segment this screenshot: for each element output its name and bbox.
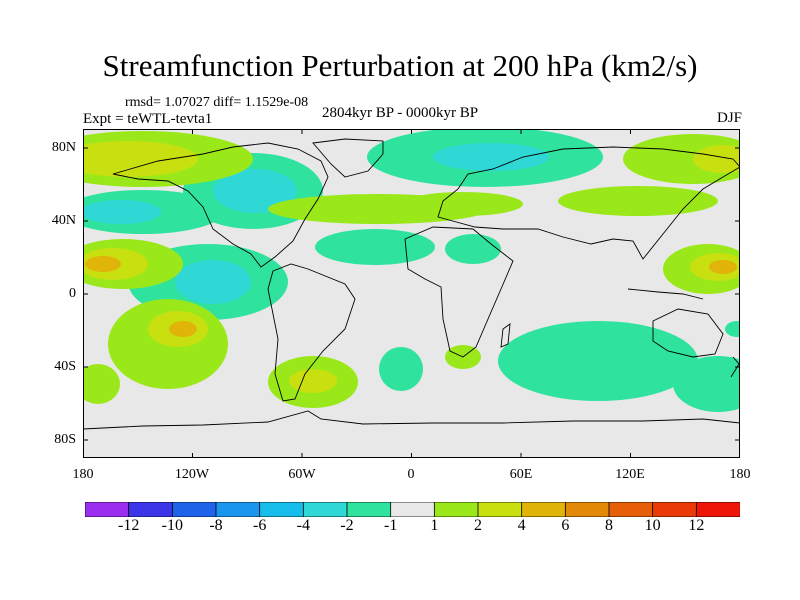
colorbar-swatch xyxy=(128,502,174,517)
colorbar-swatch xyxy=(85,502,130,517)
colorbar-swatch xyxy=(477,502,523,517)
anomaly-arabia xyxy=(445,234,501,264)
lat-label-40s: 40S xyxy=(54,359,76,374)
colorbar-swatch xyxy=(171,502,217,517)
anomaly-north-atlantic xyxy=(403,192,523,216)
lon-label-60w: 60W xyxy=(288,467,316,482)
positive-cores xyxy=(83,141,740,393)
lat-label-80s: 80S xyxy=(54,432,76,447)
season-label: DJF xyxy=(716,110,742,126)
plot-title: Streamfunction Perturbation at 200 hPa (… xyxy=(102,48,698,83)
peak-south-pacific xyxy=(169,321,197,337)
colorbar-swatch xyxy=(521,502,567,517)
experiment-label: Expt = teWTL-tevta1 xyxy=(83,111,213,127)
lon-label-120w: 120W xyxy=(174,467,210,482)
core-pacific xyxy=(83,200,161,224)
anomaly-tropical-atlantic xyxy=(315,229,435,265)
anomaly-west-europe xyxy=(83,364,120,404)
colorbar-label: 10 xyxy=(644,517,661,534)
colorbar-label: 6 xyxy=(561,517,570,534)
colorbar-swatch xyxy=(608,502,654,517)
core-n-america xyxy=(213,169,297,213)
colorbar-label: 8 xyxy=(605,517,613,534)
lat-label-0: 0 xyxy=(69,286,76,301)
negative-cores xyxy=(83,143,549,304)
colorbar-label: -8 xyxy=(209,517,223,534)
coast-indonesia xyxy=(627,288,704,300)
colorbar-swatch xyxy=(652,502,698,517)
coast-north-america xyxy=(112,142,329,268)
colorbar-swatch xyxy=(564,502,610,517)
colorbar-label: 12 xyxy=(688,517,705,534)
peak-subtropical-pacific xyxy=(85,256,121,272)
colorbar-label: -10 xyxy=(161,517,183,534)
coastlines xyxy=(83,138,740,430)
lon-label-180-east: 180 xyxy=(729,467,751,482)
colorbar-label: -6 xyxy=(252,517,267,534)
lat-label-40n: 40N xyxy=(51,213,76,228)
lon-label-0: 0 xyxy=(407,467,415,482)
colorbar-label: -2 xyxy=(340,517,354,534)
colorbar-label: -12 xyxy=(117,517,140,534)
coast-australia xyxy=(652,308,724,358)
lon-label-180-west: 180 xyxy=(72,467,94,482)
lon-label-120e: 120E xyxy=(615,467,645,482)
anomaly-central-asia xyxy=(558,186,718,216)
coast-madagascar xyxy=(500,323,511,348)
coast-greenland xyxy=(312,138,384,178)
anomaly-east-pacific xyxy=(725,321,740,337)
colorbar-label: 4 xyxy=(517,517,526,534)
peak-subtropical-east xyxy=(709,260,737,274)
period-label: 2804kyr BP - 0000kyr BP xyxy=(322,105,479,121)
colorbar-swatch xyxy=(433,502,479,517)
stats-line: rmsd= 1.07027 diff= 1.1529e-08 xyxy=(125,95,309,110)
colorbar-swatch xyxy=(695,502,740,517)
coast-africa xyxy=(404,226,514,358)
colorbar-swatch xyxy=(259,502,305,517)
anomaly-south-indian xyxy=(498,321,698,401)
coast-south-america xyxy=(267,263,356,402)
axis-ticks xyxy=(83,129,740,458)
colorbar-swatch xyxy=(302,502,348,517)
colorbar-label: -4 xyxy=(296,517,310,534)
colorbar-label: 2 xyxy=(474,517,482,534)
lat-label-80n: 80N xyxy=(51,140,76,155)
core-tropical xyxy=(175,260,251,304)
colorbar-label: -1 xyxy=(383,517,398,534)
colorbar-label: 1 xyxy=(430,517,439,534)
positive-peaks xyxy=(85,256,737,337)
colorbar-swatch xyxy=(390,502,436,517)
coast-europe-asia xyxy=(437,146,740,260)
core-south-america xyxy=(289,369,337,393)
lon-label-60e: 60E xyxy=(509,467,533,482)
anomaly-south-atlantic xyxy=(379,347,423,391)
core-arctic-pacific xyxy=(83,141,198,177)
anomaly-south-pacific-east xyxy=(673,356,740,412)
core-n-atlantic xyxy=(433,143,549,171)
core-siberia xyxy=(693,145,740,173)
map-plot xyxy=(83,129,740,458)
colorbar xyxy=(85,502,740,517)
colorbar-swatch xyxy=(346,502,392,517)
coast-antarctica xyxy=(83,410,740,430)
colorbar-swatch xyxy=(215,502,261,517)
